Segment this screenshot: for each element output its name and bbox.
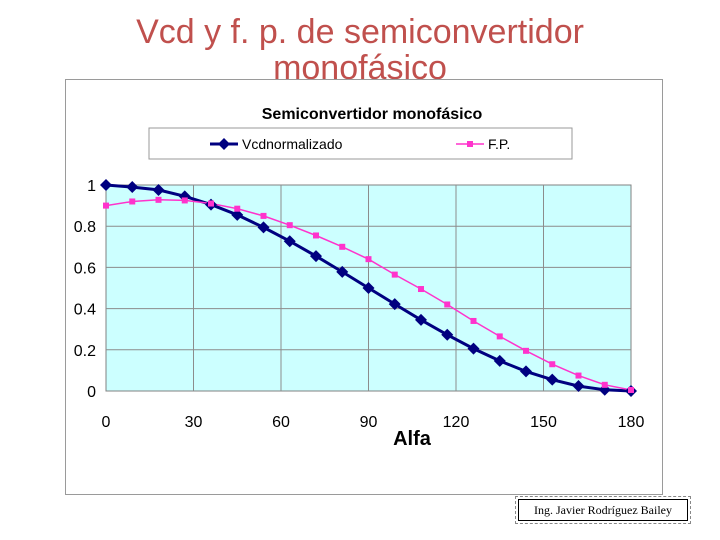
fp-point [523,347,529,354]
fp-point [365,256,372,263]
series-layer [100,179,637,397]
x-tick-label: 180 [618,414,645,431]
vcd-point [283,235,296,248]
fp-point [129,198,136,205]
axis-ticks: 0 0.2 0.4 0.6 0.8 1 0 30 60 90 120 150 180 [74,178,645,431]
vcd-point [493,354,506,367]
legend-marker-vcd [218,138,230,150]
chart-title: Semiconvertidor monofásico [262,106,483,123]
fp-point [601,381,608,388]
vcd-point [388,298,401,311]
vcd-point [126,181,139,194]
y-tick-label: 0.6 [74,260,96,277]
grid-lines [106,185,631,391]
fp-point [496,333,503,340]
vcd-point [546,373,559,386]
fp-point [339,243,346,250]
y-tick-label: 0.8 [74,219,96,236]
fp-point [234,205,241,212]
fp-point [313,232,319,239]
fp-point [470,317,477,324]
vcd-point [362,282,375,294]
fp-point [575,372,582,379]
vcd-point [441,328,454,341]
x-tick-label: 0 [102,414,111,431]
fp-point [549,361,556,368]
vcd-point [415,313,427,326]
vcd-point [100,179,112,191]
y-tick-label: 0.2 [74,343,96,360]
footer-credit: Ing. Javier Rodríguez Bailey [515,496,691,524]
vcd-point [257,221,270,234]
legend-label-fp: F.P. [488,136,510,152]
fp-point [208,200,214,207]
vcd-point [336,265,349,278]
fp-point [444,301,451,308]
slide-title: Vcd y f. p. de semiconvertidor monofásic… [0,14,720,86]
y-tick-label: 0 [87,384,96,401]
slide-title-line1: Vcd y f. p. de semiconvertidor [136,13,584,51]
fp-point [103,202,109,209]
fp-point [286,222,293,229]
vcd-point [520,365,532,378]
fp-point [155,196,162,203]
vcd-point [310,250,322,263]
legend-label-vcd: Vcdnormalizado [242,136,343,152]
x-tick-label: 30 [185,414,203,431]
vcd-point [231,208,244,221]
x-tick-label: 120 [443,414,470,431]
x-tick-label: 150 [530,414,557,431]
fp-point [418,286,424,293]
y-tick-label: 1 [87,178,96,195]
x-tick-label: 60 [272,414,290,431]
legend-marker-fp [467,141,473,147]
x-axis-label: Alfa [393,428,432,450]
fp-point [260,212,267,219]
legend: Vcdnormalizado F.P. [148,127,573,160]
x-tick-label: 90 [360,414,378,431]
vcd-point [152,183,165,196]
vcd-point [572,380,585,393]
fp-point [181,197,188,204]
fp-point [391,271,398,278]
fp-point [628,386,634,393]
y-tick-label: 0.4 [74,302,96,319]
vcd-point [467,342,480,355]
